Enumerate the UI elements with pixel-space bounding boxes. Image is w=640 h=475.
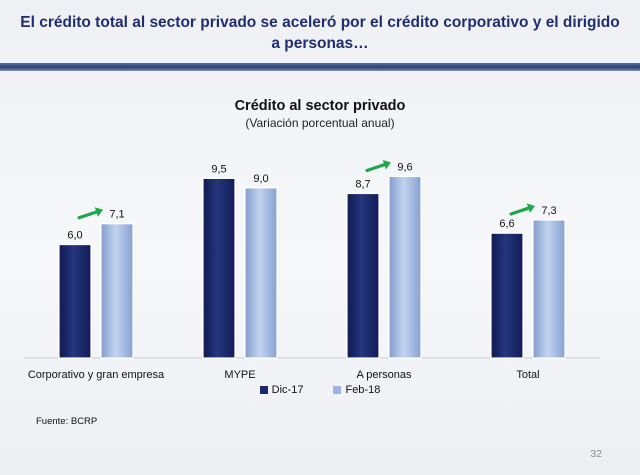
data-label-dic17-3: 6,6 <box>499 218 514 230</box>
bar-dic17-3 <box>490 232 524 359</box>
legend-swatch-feb18 <box>333 386 342 394</box>
legend-item-feb18: Feb-18 <box>333 384 380 396</box>
bar-feb18-2 <box>388 175 422 359</box>
data-label-feb18-0: 7,1 <box>109 209 124 221</box>
page-number: 32 <box>590 448 602 460</box>
data-label-dic17-1: 9,5 <box>211 163 226 175</box>
bar-dic17-0 <box>58 243 92 359</box>
legend-item-dic17: Dic-17 <box>259 384 304 396</box>
legend-swatch-dic17 <box>259 386 268 394</box>
data-label-dic17-0: 6,0 <box>67 230 82 242</box>
bar-dic17-2 <box>346 192 380 359</box>
data-label-feb18-2: 9,6 <box>397 161 412 173</box>
bar-feb18-3 <box>532 219 566 359</box>
data-label-feb18-3: 7,3 <box>541 205 556 217</box>
bar-dic17-1 <box>202 177 236 359</box>
slide-title: El crédito total al sector privado se ac… <box>20 14 620 52</box>
title-divider <box>0 63 640 71</box>
bar-feb18-0 <box>100 223 134 359</box>
x-tick-label-3: Total <box>516 369 539 381</box>
data-label-feb18-1: 9,0 <box>253 173 268 185</box>
data-label-dic17-2: 8,7 <box>355 178 370 190</box>
legend-label-dic17: Dic-17 <box>271 384 304 396</box>
x-tick-label-1: MYPE <box>224 369 255 381</box>
chart-subtitle: (Variación porcentual anual) <box>245 116 395 130</box>
increase-arrow-icon-0 <box>77 207 103 220</box>
x-tick-label-0: Corporativo y gran empresa <box>28 369 165 381</box>
increase-arrow-icon-3 <box>509 203 535 216</box>
source-note: Fuente: BCRP <box>36 416 98 427</box>
x-tick-label-2: A personas <box>356 369 412 381</box>
bar-feb18-1 <box>244 187 278 359</box>
increase-arrow-icon-2 <box>365 159 391 173</box>
chart-title: Crédito al sector privado <box>234 98 406 114</box>
chart-legend: Dic-17 Feb-18 <box>0 384 640 396</box>
legend-label-feb18: Feb-18 <box>345 384 381 396</box>
